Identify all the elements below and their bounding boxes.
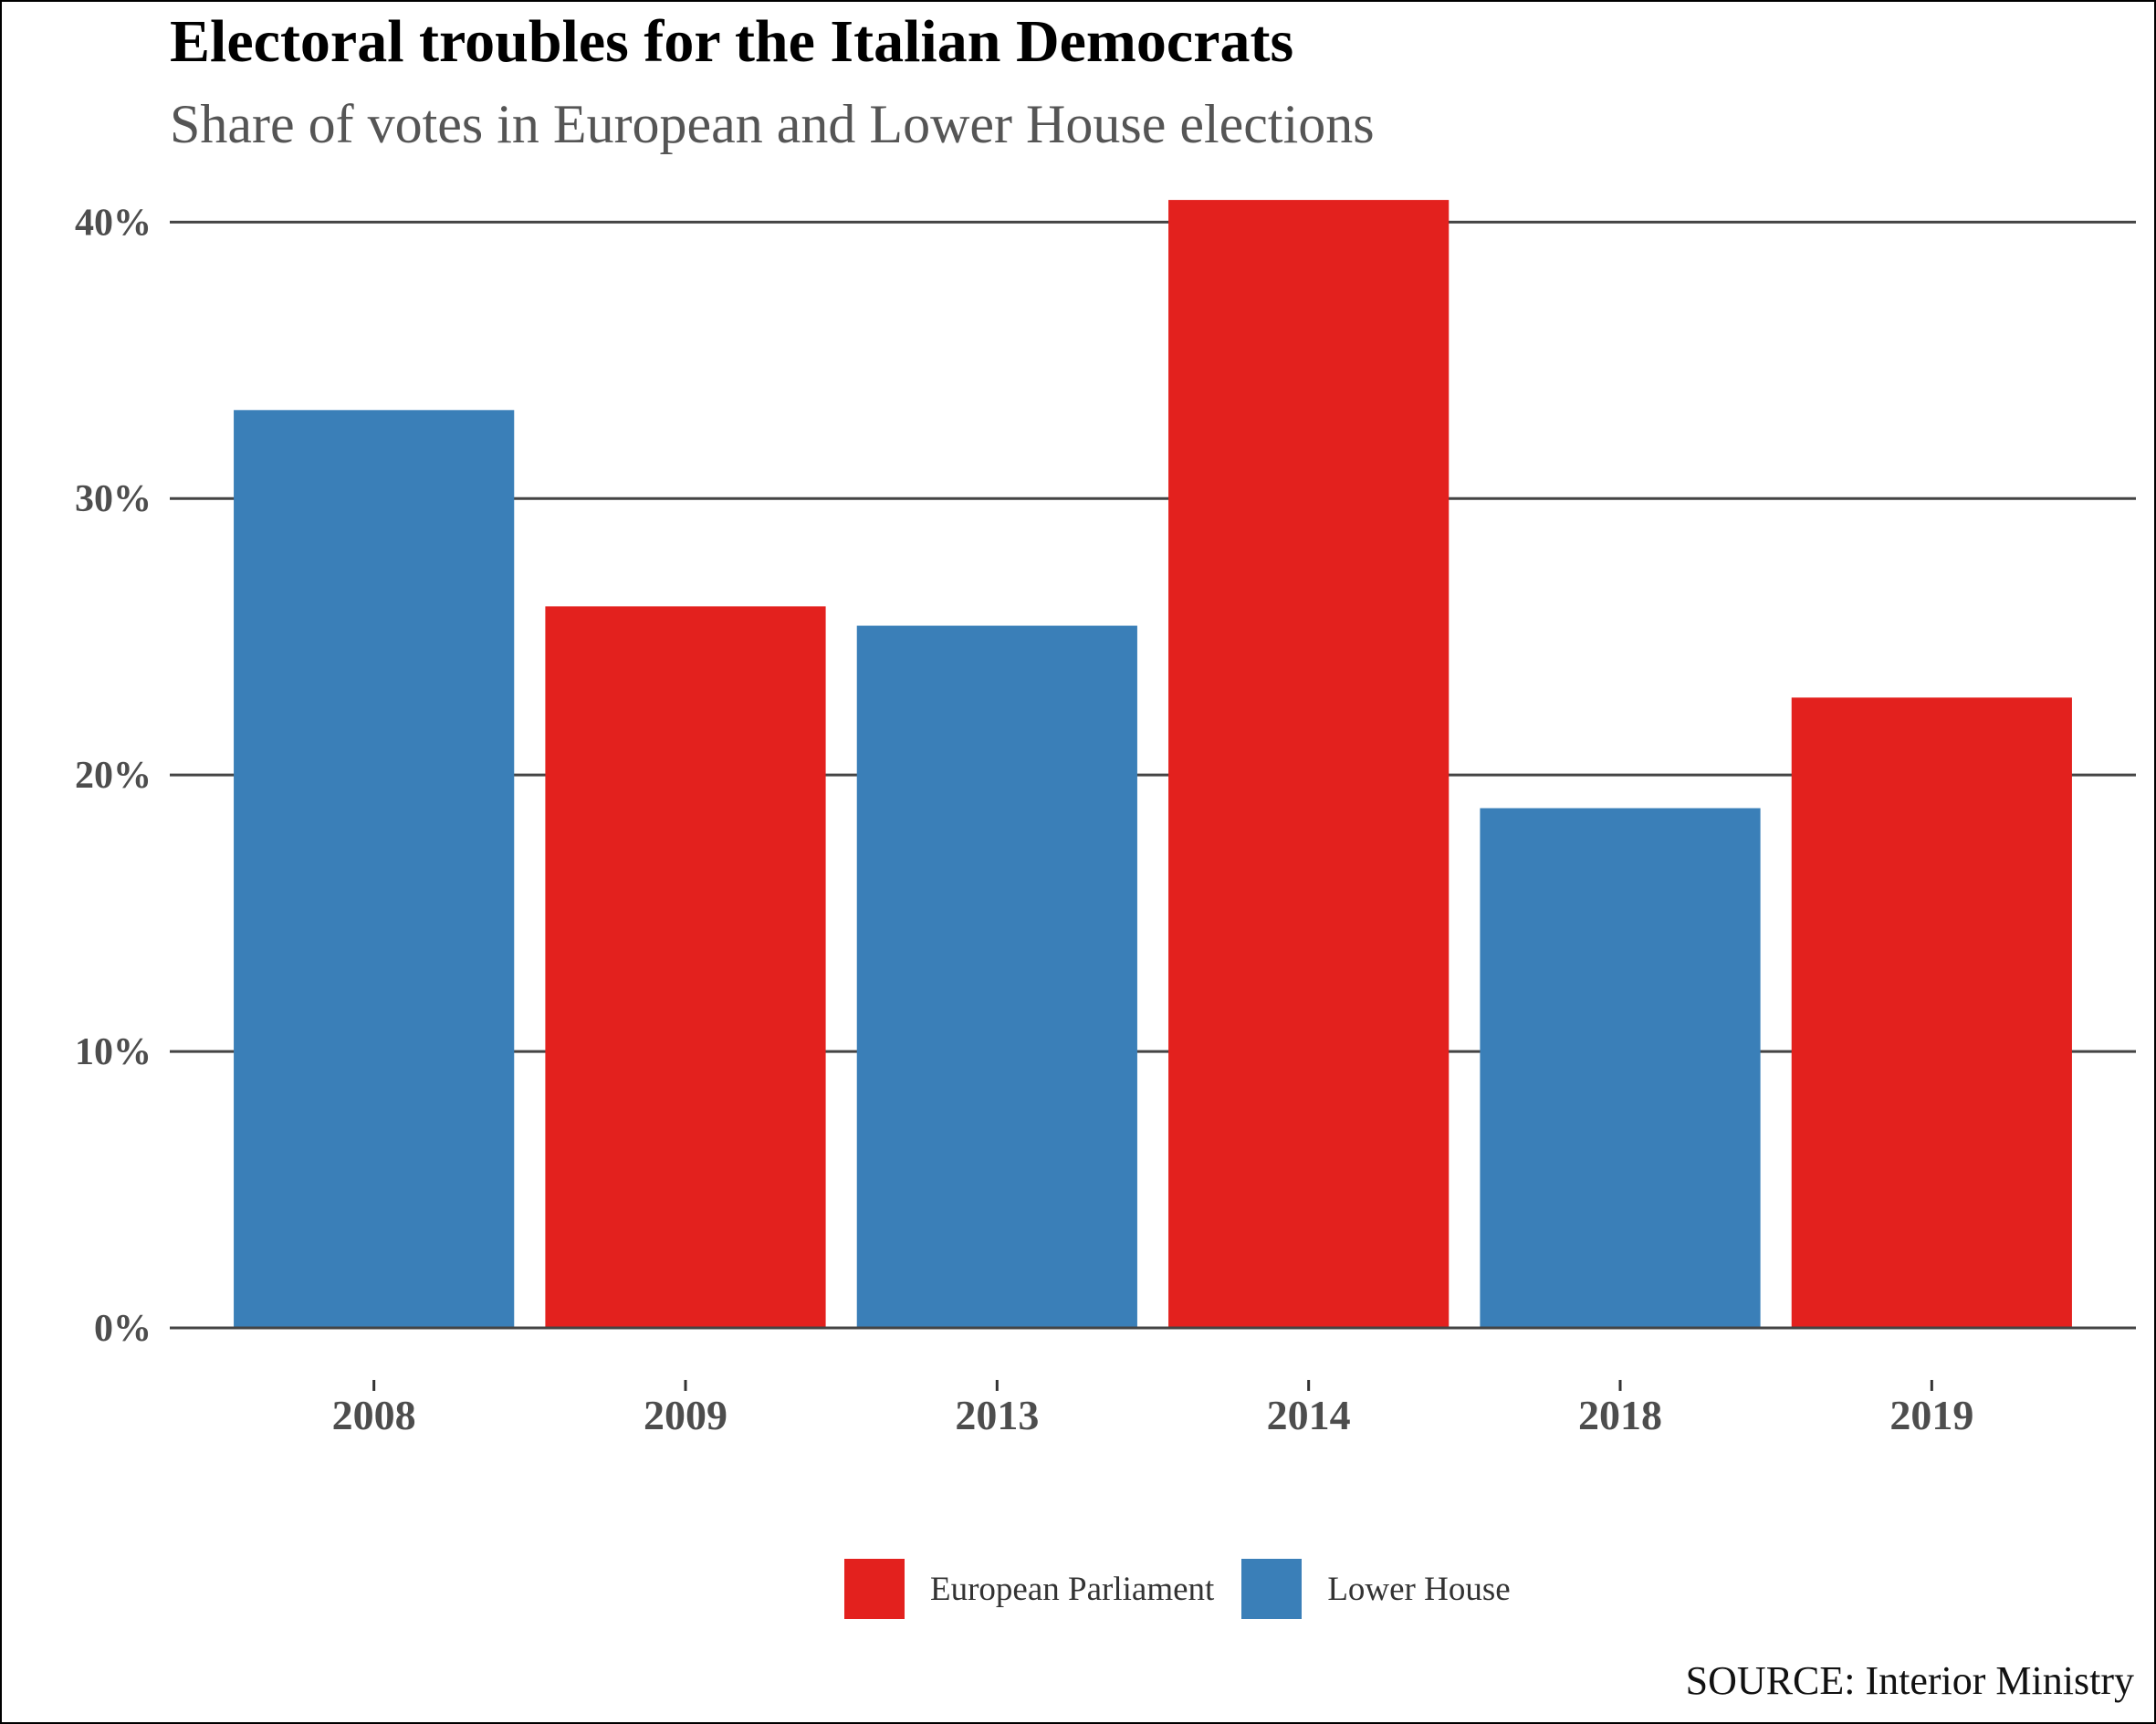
bars	[234, 200, 2072, 1328]
bar-2013	[856, 625, 1137, 1328]
x-tick-label-2018: 2018	[1578, 1392, 1662, 1438]
y-tick-label-30: 30%	[75, 478, 152, 520]
bar-2008	[234, 410, 515, 1328]
chart-subtitle: Share of votes in European and Lower Hou…	[170, 94, 1375, 154]
x-tick-label-2013: 2013	[955, 1392, 1039, 1438]
legend-swatch-european-parliament	[844, 1559, 905, 1619]
legend-item-lower-house[interactable]: Lower House	[1241, 1559, 1511, 1619]
legend: European Parliament Lower House	[844, 1559, 1538, 1619]
x-tick-label-2014: 2014	[1267, 1392, 1351, 1438]
y-tick-label-10: 10%	[75, 1031, 152, 1073]
legend-swatch-lower-house	[1241, 1559, 1303, 1619]
legend-label-lower-house: Lower House	[1327, 1570, 1511, 1608]
x-tick-label-2008: 2008	[332, 1392, 416, 1438]
y-tick-label-40: 40%	[75, 202, 152, 244]
bar-2014	[1168, 200, 1450, 1328]
bar-2019	[1791, 697, 2072, 1328]
source-note: SOURCE: Interior Ministry	[1685, 1658, 2134, 1703]
x-tick-label-2019: 2019	[1889, 1392, 1973, 1438]
legend-label-european-parliament: European Parliament	[930, 1570, 1215, 1608]
y-tick-label-20: 20%	[75, 755, 152, 797]
axes: 0% 10% 20% 30% 40% 2008 2009 2013 2014 2018 2019	[75, 202, 2136, 1438]
legend-item-european-parliament[interactable]: European Parliament	[844, 1559, 1214, 1619]
y-tick-label-0: 0%	[94, 1308, 152, 1350]
chart-title: Electoral troubles for the Italian Democ…	[170, 8, 1294, 75]
bar-2018	[1480, 808, 1761, 1328]
bar-2009	[545, 606, 826, 1328]
x-tick-label-2009: 2009	[644, 1392, 727, 1438]
